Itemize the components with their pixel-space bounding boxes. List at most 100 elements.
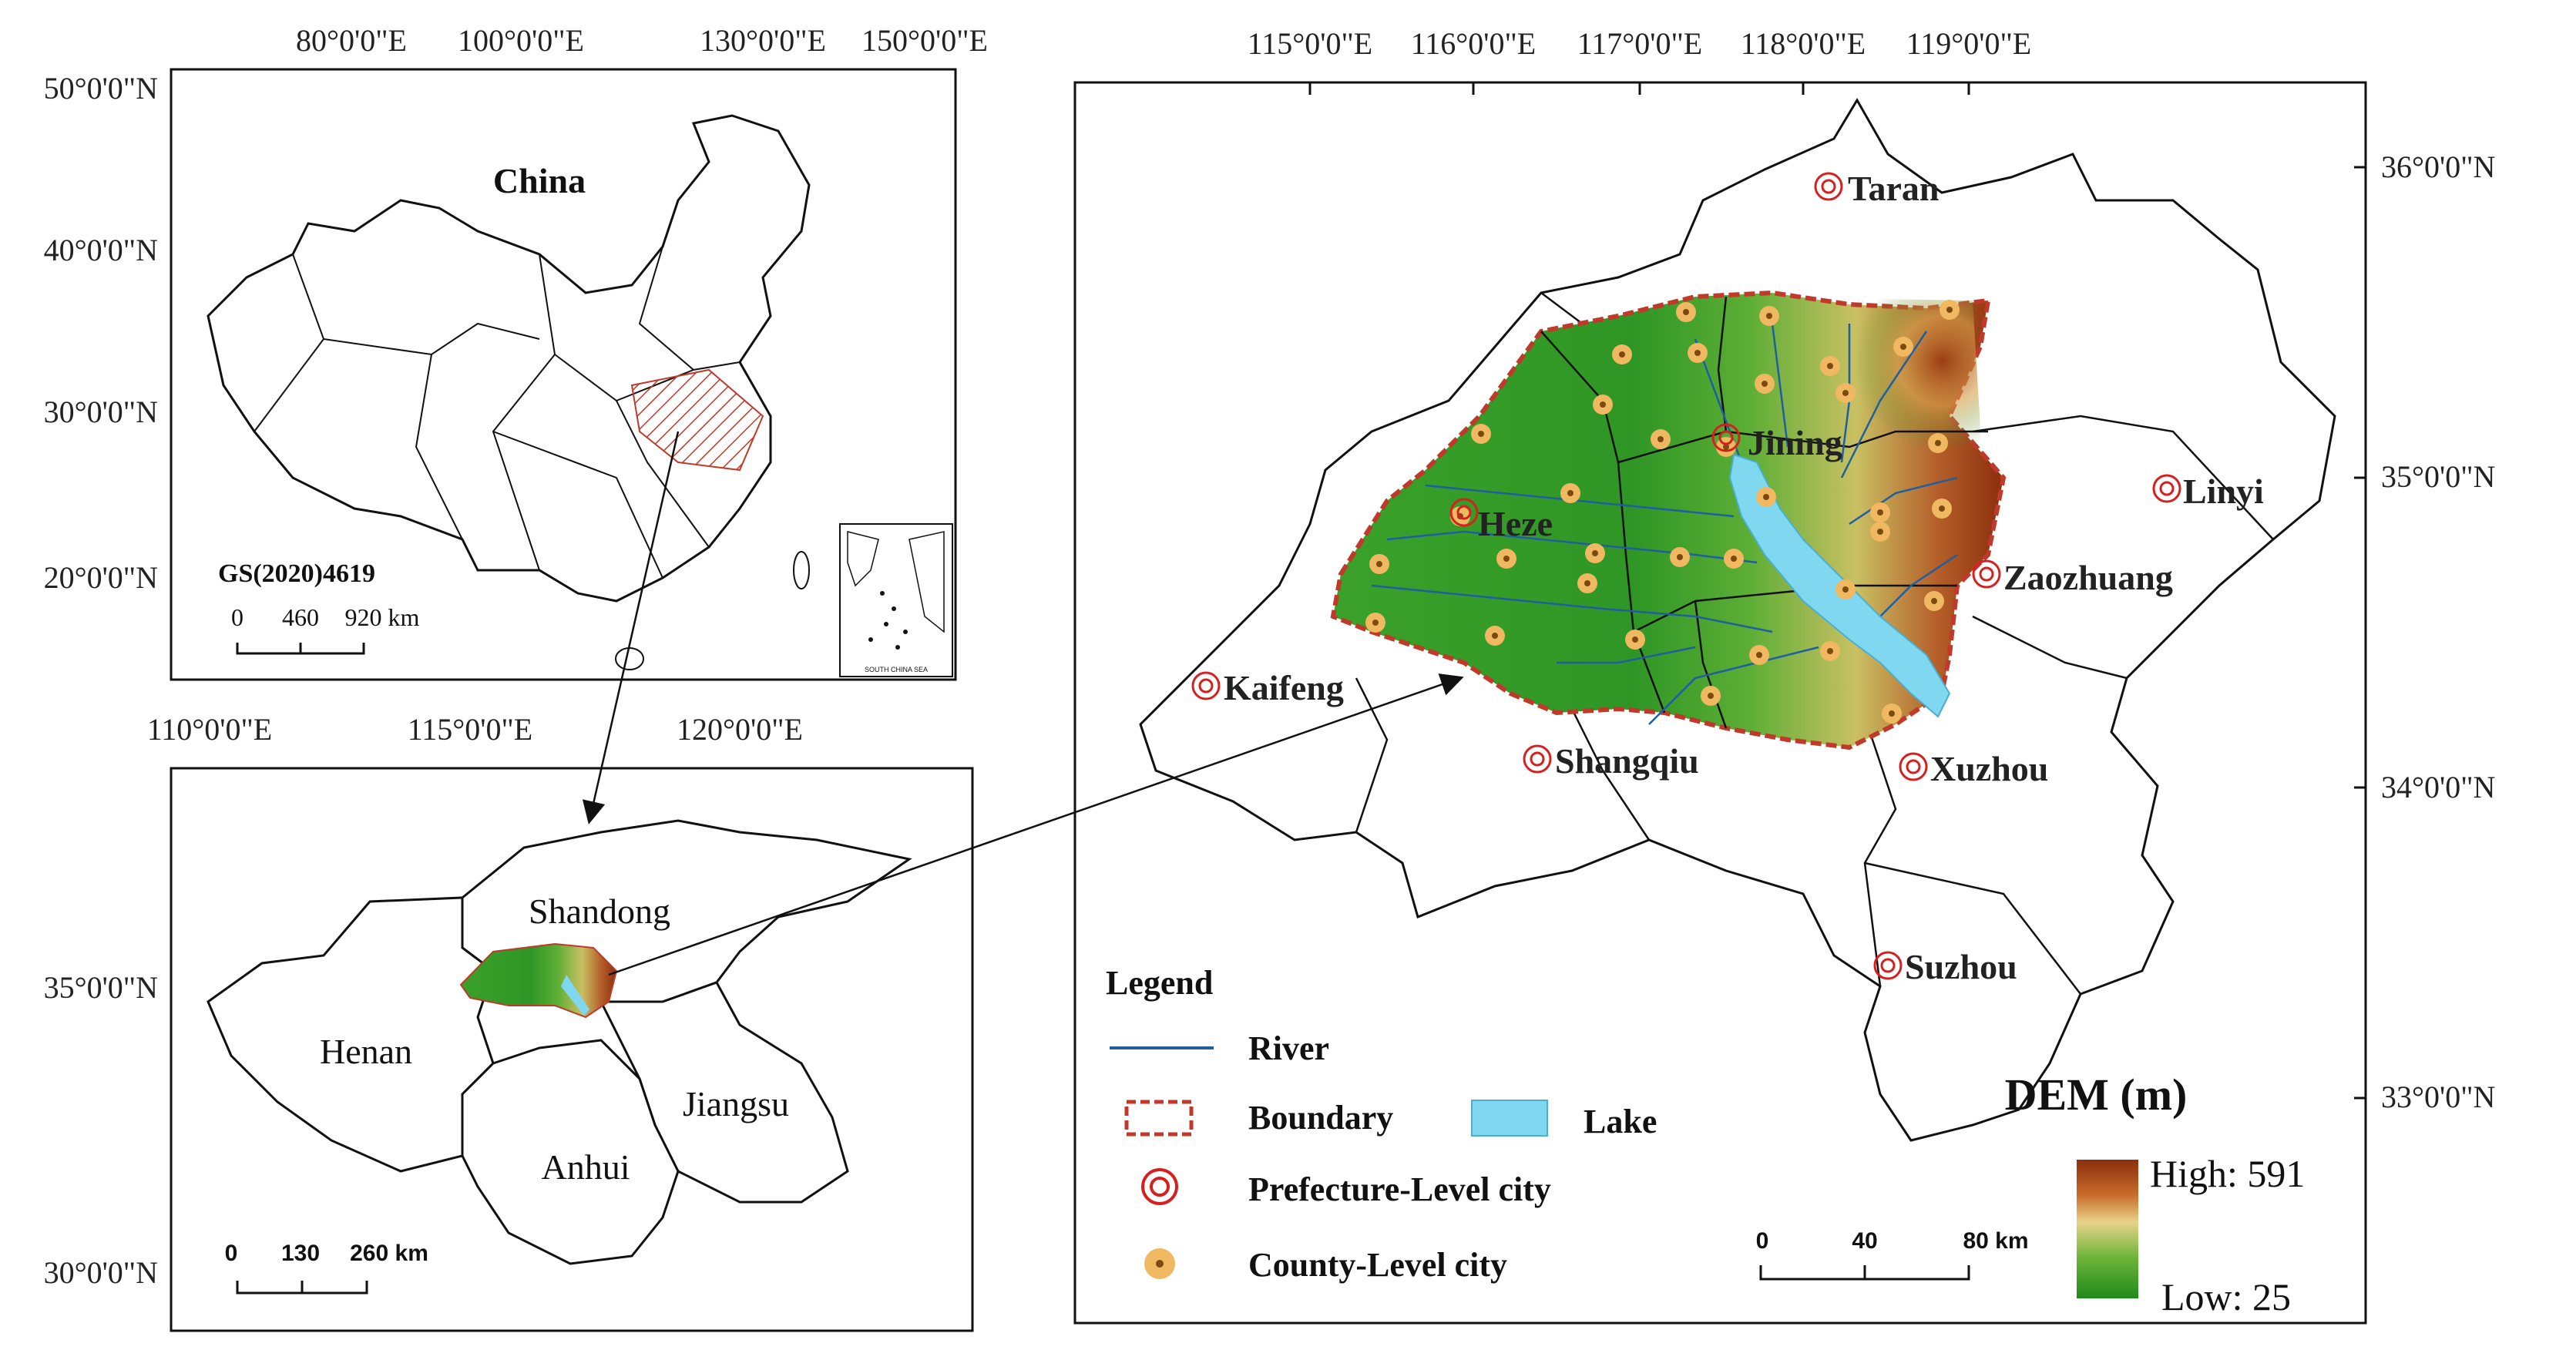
connector-arrows [582, 431, 1464, 976]
tick-label: 34°0'0"N [2381, 770, 2495, 804]
county-marker [1496, 549, 1516, 569]
dem-color-bar [2077, 1160, 2138, 1298]
tick-label: 33°0'0"N [2381, 1080, 2495, 1114]
province-label: Shandong [529, 892, 670, 931]
tick-label: 80°0'0"E [296, 23, 407, 58]
legend-river: River [1248, 1029, 1329, 1067]
region-panel: 110°0'0"E 115°0'0"E 120°0'0"E 35°0'0"N 3… [44, 712, 974, 1332]
county-marker [1593, 395, 1613, 415]
scale-label: 0 [231, 603, 243, 631]
taiwan-island [793, 551, 810, 589]
city-label-linyi: Linyi [2183, 472, 2264, 511]
tick-label: 116°0'0"E [1411, 26, 1536, 61]
prefecture-markers [1191, 172, 2181, 980]
hatched-study-area [630, 368, 764, 472]
dem-legend: DEM (m) High: 591 Low: 25 [2005, 1070, 2306, 1318]
county-marker [1716, 437, 1736, 457]
county-marker [1756, 487, 1776, 507]
county-marker [1820, 641, 1840, 661]
main-y-ticks: 36°0'0"N 35°0'0"N 34°0'0"N 33°0'0"N [2354, 149, 2495, 1114]
prefecture-marker [1523, 744, 1552, 774]
scale-label: 130 [281, 1241, 320, 1266]
hainan-island [615, 647, 644, 670]
city-label-shangqiu: Shangqiu [1555, 741, 1699, 781]
region-x-ticks: 110°0'0"E 115°0'0"E 120°0'0"E [147, 712, 803, 747]
county-marker [1928, 433, 1948, 453]
legend-county: County-Level city [1248, 1246, 1507, 1284]
main-panel: 115°0'0"E 116°0'0"E 117°0'0"E 118°0'0"E … [1073, 26, 2495, 1325]
prefecture-marker [1873, 951, 1903, 980]
china-y-ticks: 50°0'0"N 40°0'0"N 30°0'0"N 20°0'0"N [44, 71, 158, 595]
prefecture-marker [1191, 671, 1221, 700]
south-china-sea-inset: SOUTH CHINA SEA [839, 523, 953, 677]
county-marker [1485, 626, 1505, 646]
study-area-hills [1734, 297, 1988, 555]
region-lake [561, 975, 589, 1016]
region-y-ticks: 35°0'0"N 30°0'0"N [44, 970, 158, 1290]
legend-lake-swatch [1471, 1100, 1548, 1137]
tick-label: 30°0'0"N [44, 1255, 158, 1290]
county-marker [1365, 613, 1385, 633]
prefecture-marker [1711, 423, 1741, 452]
county-marker [1870, 502, 1890, 522]
china-x-ticks: 80°0'0"E 100°0'0"E 130°0'0"E 150°0'0"E [296, 23, 988, 58]
tick-label: 150°0'0"E [861, 23, 988, 58]
city-label-heze: Heze [1478, 504, 1553, 543]
dem-low-label: Low: 25 [2161, 1275, 2291, 1318]
county-marker [1940, 300, 1960, 320]
province-label: Jiangsu [683, 1084, 789, 1123]
scale-label: 920 km [345, 603, 420, 631]
tick-label: 117°0'0"E [1577, 26, 1702, 61]
county-marker [1870, 522, 1890, 542]
scale-label: 0 [1756, 1228, 1769, 1254]
legend-county-swatch [1144, 1248, 1175, 1279]
legend-lake: Lake [1584, 1103, 1657, 1140]
city-label-jining: Jining [1748, 423, 1842, 462]
tick-label: 40°0'0"N [44, 233, 158, 267]
tick-label: 130°0'0"E [700, 23, 826, 58]
dem-title: DEM (m) [2005, 1070, 2188, 1120]
county-marker [1670, 547, 1690, 567]
tick-label: 115°0'0"E [408, 712, 532, 747]
tick-label: 35°0'0"N [44, 970, 158, 1005]
anhui-outline [461, 1039, 680, 1265]
legend-boundary-swatch [1124, 1100, 1194, 1137]
city-label-xuzhou: Xuzhou [1930, 749, 2048, 788]
china-title: China [493, 161, 586, 200]
county-marker [1932, 499, 1952, 519]
region-scale-bar: 0 130 260 km [225, 1241, 428, 1295]
county-marker [1755, 374, 1775, 394]
scale-label: 40 [1852, 1228, 1877, 1254]
china-panel: 80°0'0"E 100°0'0"E 130°0'0"E 150°0'0"E 5… [44, 23, 988, 681]
prefecture-marker [2152, 474, 2181, 503]
scale-label: 260 km [350, 1241, 428, 1266]
city-label-zaozhuang: Zaozhuang [2003, 558, 2173, 597]
county-marker [1369, 554, 1389, 574]
tick-label: 115°0'0"E [1248, 26, 1372, 61]
tick-label: 120°0'0"E [677, 712, 803, 747]
tick-label: 119°0'0"E [1906, 26, 2031, 61]
china-scale-bar: 0 460 920 km [231, 603, 420, 655]
henan-outline [207, 896, 495, 1173]
map-code: GS(2020)4619 [218, 559, 375, 588]
china-provinces [254, 246, 741, 579]
province-label: Anhui [542, 1147, 630, 1187]
tick-label: 118°0'0"E [1741, 26, 1866, 61]
legend-prefecture: Prefecture-Level city [1248, 1170, 1551, 1208]
province-label: Henan [320, 1032, 412, 1071]
dem-high-label: High: 591 [2150, 1152, 2305, 1195]
county-marker [1651, 429, 1671, 449]
county-marker [1835, 579, 1856, 599]
arrow-region-to-main [608, 673, 1464, 976]
tick-label: 110°0'0"E [147, 712, 272, 747]
county-marker [1724, 549, 1744, 569]
tick-label: 100°0'0"E [458, 23, 584, 58]
county-marker [1471, 424, 1491, 444]
county-marker [1820, 356, 1840, 376]
scale-label: 460 [282, 603, 319, 631]
main-scale-bar: 0 40 80 km [1756, 1228, 2029, 1281]
county-marker [1612, 344, 1632, 364]
main-x-ticks: 115°0'0"E 116°0'0"E 117°0'0"E 118°0'0"E … [1248, 26, 2031, 95]
prefecture-marker [1814, 172, 1843, 201]
